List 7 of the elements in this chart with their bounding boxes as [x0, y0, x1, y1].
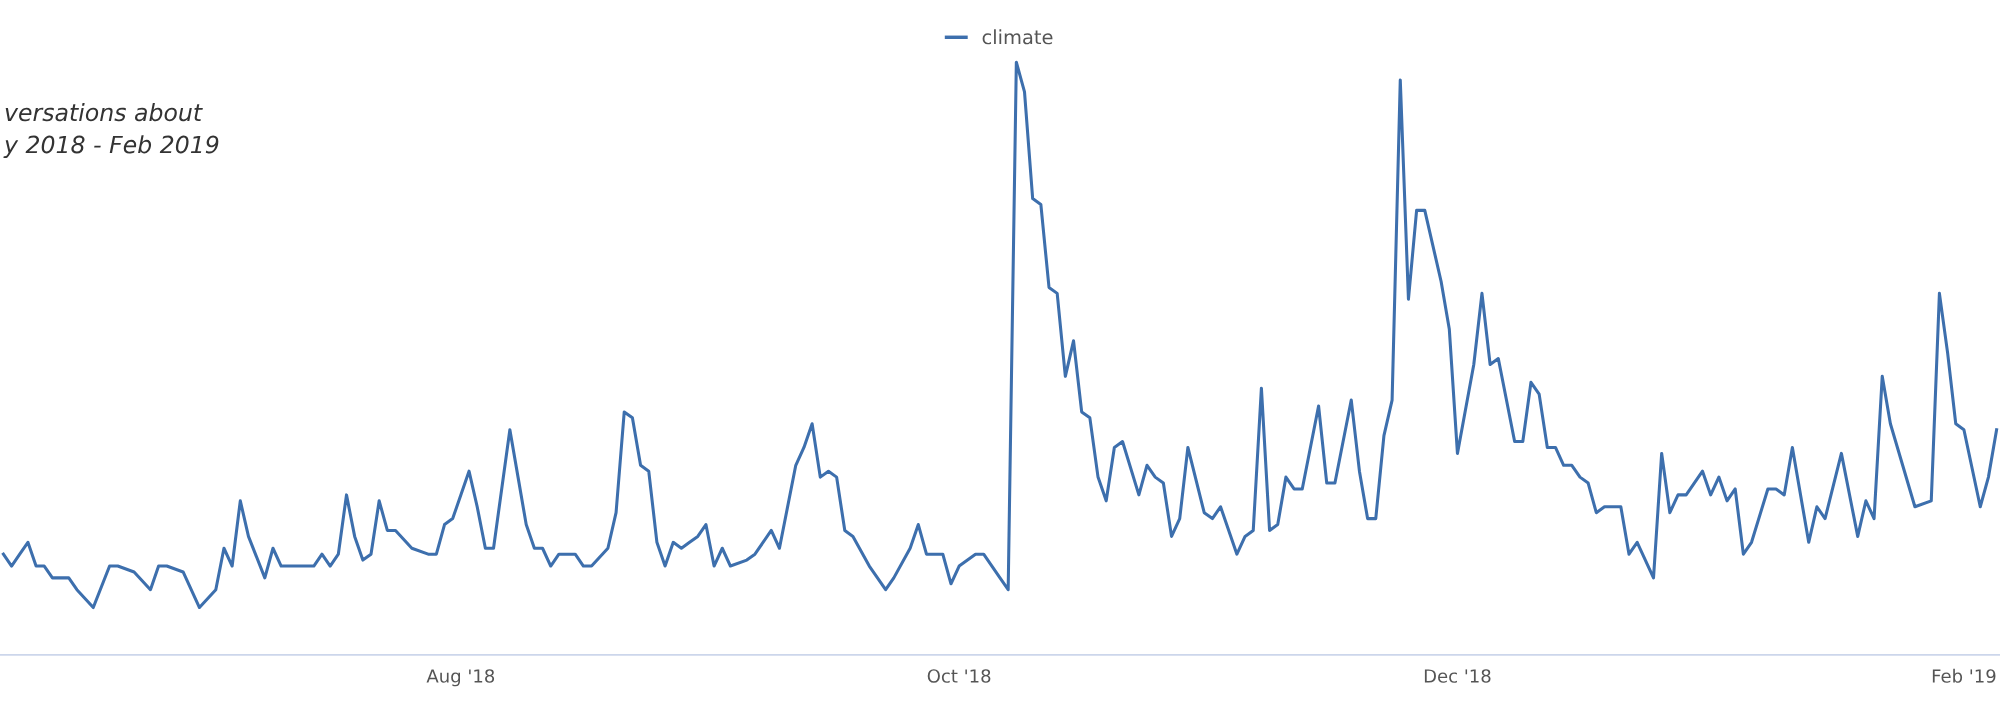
annotation: y 2018 - Feb 2019: [3, 135, 219, 158]
annotation: versations about: [5, 102, 203, 122]
x-tick-label: Oct '18: [927, 669, 991, 683]
x-tick-label: Feb '19: [1932, 668, 1996, 683]
x-tick-label: Aug '18: [426, 669, 495, 687]
legend-label: climate: [982, 29, 1053, 45]
x-tick-label: Dec '18: [1424, 669, 1491, 683]
